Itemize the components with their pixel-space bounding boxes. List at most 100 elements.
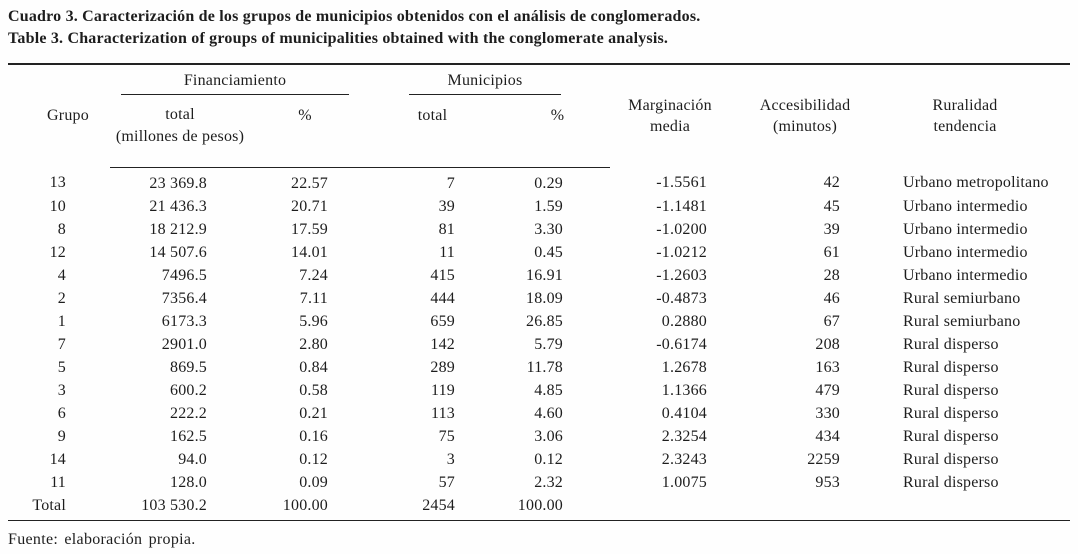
cell-mun-pct: 0.12 [534, 450, 563, 468]
cell-fin-total: 222.2 [170, 404, 207, 422]
cell-fin-pct: 0.16 [299, 427, 328, 445]
cell-fin-total: 23 369.8 [149, 174, 207, 192]
cell-fin-total: 128.0 [170, 473, 207, 491]
cell-grupo: 1 [57, 312, 66, 330]
cell-fin-pct: 22.57 [291, 174, 328, 192]
cell-fin-pct: 7.24 [299, 266, 328, 284]
cell-grupo: 14 [49, 450, 66, 468]
cell-fin-pct: 7.11 [299, 289, 328, 307]
header-mun-pct: % [505, 104, 610, 168]
cell-fin-total: 21 436.3 [149, 197, 207, 215]
cell-grupo: 3 [57, 381, 66, 399]
table-row: 7 2901.0 2.80 142 5.79 -0.6174 208 Rural… [8, 333, 1070, 356]
cell-ruralidad [880, 493, 1070, 521]
table-row: 4 7496.5 7.24 415 16.91 -1.2603 28 Urban… [8, 264, 1070, 287]
cell-fin-total: 94.0 [178, 450, 207, 468]
cell-fin-pct: 0.58 [299, 381, 328, 399]
table-row: 8 18 212.9 17.59 81 3.30 -1.0200 39 Urba… [8, 218, 1070, 241]
header-fin-total-unit: (millones de pesos) [115, 128, 245, 145]
table-row: 5 869.5 0.84 289 11.78 1.2678 163 Rural … [8, 356, 1070, 379]
cell-ruralidad: Rural disperso [903, 381, 999, 399]
cell-fin-total: 103 530.2 [110, 493, 250, 521]
header-grupo: Grupo [47, 107, 89, 124]
cell-ruralidad: Rural disperso [903, 358, 999, 376]
cell-fin-total: 18 212.9 [149, 220, 207, 238]
cell-fin-pct: 0.21 [299, 404, 328, 422]
cell-accesibilidad: 39 [823, 220, 840, 238]
cell-fin-pct: 20.71 [291, 197, 328, 215]
cell-ruralidad: Rural semiurbano [903, 289, 1021, 307]
cell-fin-total: 6173.3 [161, 312, 207, 330]
cell-mun-pct: 3.06 [534, 427, 563, 445]
cell-mun-total: 444 [430, 289, 455, 307]
cell-fin-total: 14 507.6 [149, 243, 207, 261]
cell-marginacion: -0.4873 [656, 289, 707, 307]
cell-mun-pct: 100.00 [505, 493, 610, 521]
cell-fin-pct: 100.00 [250, 493, 360, 521]
cell-accesibilidad: 953 [815, 473, 840, 491]
cell-mun-total: 142 [430, 335, 455, 353]
header-mun-total: total [360, 104, 505, 168]
cell-marginacion: -1.5561 [656, 174, 707, 192]
table-row: 12 14 507.6 14.01 11 0.45 -1.0212 61 Urb… [8, 241, 1070, 264]
header-accesibilidad: Accesibilidad (minutos) [730, 64, 880, 167]
cell-mun-pct: 4.60 [534, 404, 563, 422]
cell-accesibilidad: 61 [823, 243, 840, 261]
cell-marginacion: -1.1481 [656, 197, 707, 215]
cell-accesibilidad: 163 [815, 358, 840, 376]
cell-mun-pct: 0.45 [534, 243, 563, 261]
cell-ruralidad: Urbano intermedio [903, 197, 1028, 215]
cell-accesibilidad: 46 [823, 289, 840, 307]
cell-mun-pct: 3.30 [534, 220, 563, 238]
header-ruralidad-line2: tendencia [933, 118, 997, 135]
cell-fin-pct: 14.01 [291, 243, 328, 261]
cell-ruralidad: Rural disperso [903, 404, 999, 422]
cell-mun-pct: 18.09 [526, 289, 563, 307]
cell-grupo: 2 [57, 289, 66, 307]
table-row-total: Total 103 530.2 100.00 2454 100.00 [8, 493, 1070, 521]
cell-grupo: 8 [57, 220, 66, 238]
cell-fin-total: 7356.4 [161, 289, 207, 307]
cell-grupo: 4 [57, 266, 66, 284]
cell-grupo: 6 [57, 404, 66, 422]
header-ruralidad-line1: Ruralidad [932, 97, 998, 114]
table-row: 9 162.5 0.16 75 3.06 2.3254 434 Rural di… [8, 425, 1070, 448]
cell-fin-pct: 2.80 [299, 335, 328, 353]
cell-ruralidad: Rural semiurbano [903, 312, 1021, 330]
header-financiamiento-group: Financiamiento [110, 64, 360, 104]
cell-marginacion: 0.4104 [661, 404, 707, 422]
cell-mun-total: 57 [438, 473, 455, 491]
table-row: 3 600.2 0.58 119 4.85 1.1366 479 Rural d… [8, 379, 1070, 402]
header-fin-pct: % [250, 104, 360, 168]
cell-marginacion: 1.1366 [661, 381, 707, 399]
header-accesibilidad-line2: (minutos) [772, 118, 838, 135]
header-fin-total-word: total [165, 106, 195, 123]
cell-mun-total: 659 [430, 312, 455, 330]
cell-ruralidad: Rural disperso [903, 450, 999, 468]
cell-mun-pct: 4.85 [534, 381, 563, 399]
cell-marginacion [610, 493, 730, 521]
cell-ruralidad: Urbano intermedio [903, 266, 1028, 284]
cell-grupo: 9 [57, 427, 66, 445]
cell-accesibilidad: 28 [823, 266, 840, 284]
cell-mun-total: 415 [430, 266, 455, 284]
caption-english: Table 3. Characterization of groups of m… [8, 30, 669, 47]
header-municipios-group: Municipios [360, 64, 610, 104]
cell-ruralidad: Rural disperso [903, 427, 999, 445]
table-row: 11 128.0 0.09 57 2.32 1.0075 953 Rural d… [8, 471, 1070, 494]
cell-ruralidad: Urbano metropolitano [903, 174, 1049, 192]
cell-grupo: 7 [57, 335, 66, 353]
cell-marginacion: -1.0212 [656, 243, 707, 261]
cell-mun-pct: 16.91 [526, 266, 563, 284]
cell-fin-total: 7496.5 [161, 266, 207, 284]
cell-marginacion: -1.2603 [656, 266, 707, 284]
cell-grupo: 13 [49, 174, 66, 192]
cell-mun-pct: 1.59 [534, 197, 563, 215]
cell-mun-total: 2454 [360, 493, 505, 521]
municipios-underline: Municipios [409, 72, 561, 95]
cell-mun-total: 289 [430, 358, 455, 376]
cell-fin-total: 600.2 [170, 381, 207, 399]
cell-accesibilidad: 330 [815, 404, 840, 422]
cell-mun-total: 11 [439, 243, 455, 261]
